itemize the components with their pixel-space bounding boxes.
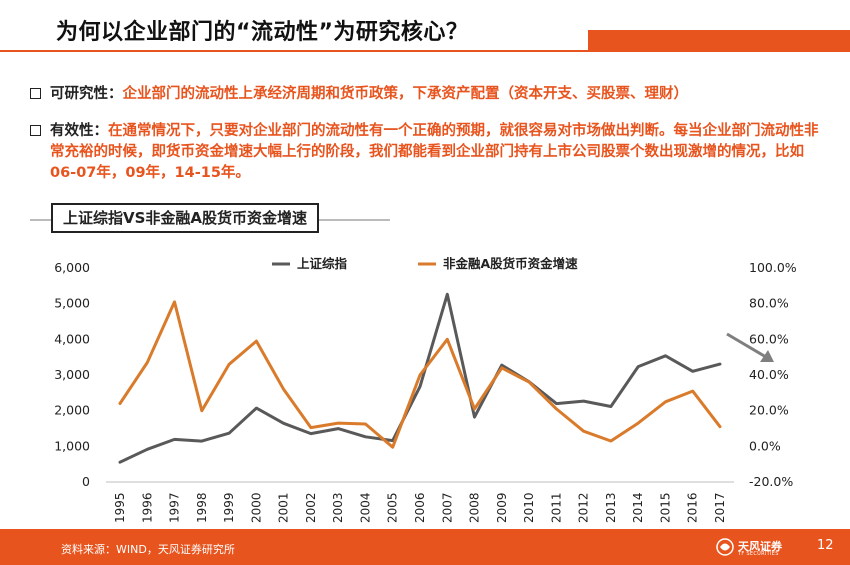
bullet-text: 在通常情况下，只要对企业部门的流动性有一个正确的预期，就很容易对市场做出判断。每… bbox=[50, 123, 819, 181]
y-left-tick-label: 2,000 bbox=[54, 403, 90, 418]
x-tick-label: 2013 bbox=[604, 492, 618, 523]
x-tick-label: 2008 bbox=[468, 492, 482, 523]
x-tick-label: 2003 bbox=[331, 492, 345, 523]
y-right-tick-label: -20.0% bbox=[749, 474, 793, 489]
x-tick-label: 2012 bbox=[577, 492, 591, 523]
page-title: 为何以企业部门的“流动性”为研究核心？ bbox=[56, 20, 469, 45]
title-underline bbox=[0, 50, 850, 52]
x-tick-label: 2014 bbox=[631, 492, 645, 523]
x-tick-label: 2017 bbox=[713, 492, 727, 523]
bullet-effectiveness: 有效性：在通常情况下，只要对企业部门的流动性有一个正确的预期，就很容易对市场做出… bbox=[30, 121, 830, 184]
logo-english: TF SECURITIES bbox=[738, 551, 779, 557]
bullet-text: 企业部门的流动性上承经济周期和货币政策，下承资产配置（资本开支、买股票、理财） bbox=[122, 86, 689, 102]
bullet-label: 可研究性： bbox=[50, 86, 123, 102]
y-left-tick-label: 4,000 bbox=[54, 331, 90, 346]
x-tick-label: 2011 bbox=[549, 492, 563, 523]
y-right-tick-label: 100.0% bbox=[749, 260, 797, 275]
x-tick-label: 2009 bbox=[495, 492, 509, 523]
y-left-tick-label: 0 bbox=[82, 474, 90, 489]
y-right-tick-label: 0.0% bbox=[749, 438, 781, 453]
y-right-tick-label: 60.0% bbox=[749, 331, 789, 346]
footer-source: 资料来源：WIND，天风证券研究所 bbox=[61, 543, 235, 556]
bullet-researchability: 可研究性：企业部门的流动性上承经济周期和货币政策，下承资产配置（资本开支、买股票… bbox=[30, 84, 830, 105]
x-tick-label: 2000 bbox=[249, 492, 263, 523]
x-tick-label: 2001 bbox=[277, 492, 291, 523]
x-tick-label: 2016 bbox=[686, 492, 700, 523]
x-tick-label: 2006 bbox=[413, 492, 427, 523]
legend-label: 非金融A股货币资金增速 bbox=[443, 256, 578, 271]
x-tick-label: 2004 bbox=[358, 492, 372, 523]
logo-name: 天风证券 bbox=[738, 540, 782, 553]
x-tick-label: 2002 bbox=[304, 492, 318, 523]
x-tick-label: 2015 bbox=[658, 492, 672, 523]
x-tick-label: 1996 bbox=[140, 492, 154, 523]
footer-bar bbox=[0, 529, 850, 565]
y-left-tick-label: 5,000 bbox=[54, 296, 90, 311]
company-logo: 天风证券 TF SECURITIES bbox=[716, 536, 808, 560]
chart-title: 上证综指VS非金融A股货币资金增速 bbox=[51, 203, 320, 233]
bullet-box-icon bbox=[30, 125, 41, 136]
bullet-label: 有效性： bbox=[50, 123, 108, 139]
x-tick-label: 1997 bbox=[168, 492, 182, 523]
annotation-arrow-icon bbox=[760, 350, 774, 362]
title-accent-bar bbox=[588, 30, 850, 51]
x-tick-label: 2005 bbox=[386, 492, 400, 523]
x-tick-label: 1999 bbox=[222, 492, 236, 523]
series-line-index bbox=[118, 292, 722, 464]
logo-icon bbox=[716, 538, 734, 556]
x-tick-label: 1995 bbox=[113, 492, 127, 523]
y-right-tick-label: 80.0% bbox=[749, 296, 789, 311]
y-right-tick-label: 40.0% bbox=[749, 367, 789, 382]
bullet-box-icon bbox=[30, 88, 41, 99]
legend-label: 上证综指 bbox=[297, 256, 348, 271]
x-tick-label: 2010 bbox=[522, 492, 536, 523]
x-tick-label: 1998 bbox=[195, 492, 209, 523]
y-right-tick-label: 20.0% bbox=[749, 403, 789, 418]
y-left-tick-label: 6,000 bbox=[54, 260, 90, 275]
x-tick-label: 2007 bbox=[440, 492, 454, 523]
annotation-arrow-shaft bbox=[726, 332, 767, 359]
y-left-tick-label: 1,000 bbox=[54, 438, 90, 453]
series-line-cash-growth bbox=[118, 300, 722, 449]
page-number: 12 bbox=[817, 538, 834, 553]
y-left-tick-label: 3,000 bbox=[54, 367, 90, 382]
